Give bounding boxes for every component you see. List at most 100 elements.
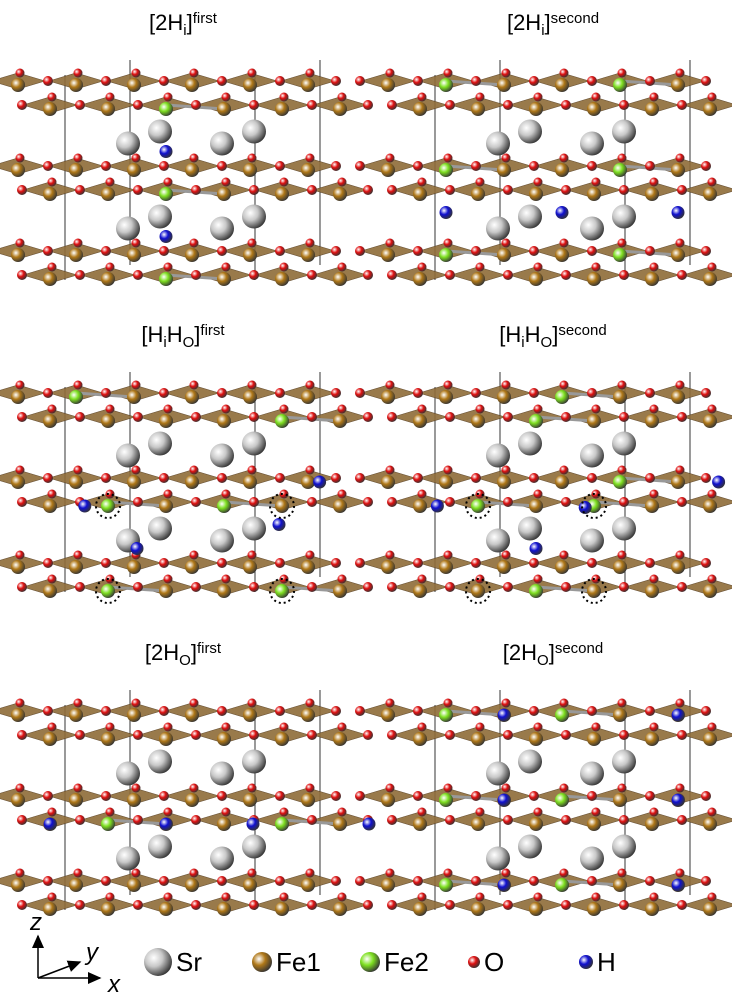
o-atom — [618, 699, 627, 708]
fe1-atom — [381, 248, 395, 262]
fe1-atom — [587, 272, 601, 286]
o-atom — [529, 246, 539, 256]
title-part: [H — [141, 322, 163, 347]
o-atom — [280, 893, 289, 902]
sr-atom — [210, 444, 234, 468]
o-atom — [164, 405, 173, 414]
o-atom — [418, 263, 427, 272]
fe1-atom — [127, 78, 141, 92]
fe1-atom — [381, 163, 395, 177]
title-part: [2H — [503, 640, 537, 665]
fe1-atom — [11, 560, 25, 574]
fe1-atom — [555, 248, 569, 262]
sr-atom — [518, 432, 542, 456]
o-atom — [561, 900, 571, 910]
o-atom — [159, 76, 169, 86]
o-atom — [650, 93, 659, 102]
fe2-atom — [159, 102, 173, 116]
o-atom — [222, 808, 231, 817]
o-atom — [650, 575, 659, 584]
fe1-atom — [613, 560, 627, 574]
o-atom — [561, 270, 571, 280]
fe1-atom — [185, 78, 199, 92]
o-atom — [619, 270, 629, 280]
o-atom — [17, 100, 27, 110]
o-atom — [106, 893, 115, 902]
fe2-atom — [555, 390, 569, 404]
title-part: O — [183, 334, 195, 351]
o-atom — [75, 270, 85, 280]
fe1-atom — [243, 390, 257, 404]
sr-atom — [210, 847, 234, 871]
fe1-atom — [11, 390, 25, 404]
o-atom — [159, 388, 169, 398]
o-atom — [275, 706, 285, 716]
fe1-atom — [555, 163, 569, 177]
o-atom — [592, 808, 601, 817]
fe1-atom — [645, 102, 659, 116]
fe1-atom — [587, 187, 601, 201]
o-atom — [249, 185, 259, 195]
o-atom — [101, 706, 111, 716]
o-atom — [534, 723, 543, 732]
o-atom — [560, 239, 569, 248]
o-atom — [502, 154, 511, 163]
o-atom — [164, 490, 173, 499]
fe1-atom — [252, 952, 272, 972]
legend-label: Sr — [176, 947, 202, 977]
o-atom — [133, 900, 143, 910]
o-atom — [445, 582, 455, 592]
fe1-atom — [301, 560, 315, 574]
o-atom — [387, 185, 397, 195]
o-atom — [48, 723, 57, 732]
o-atom — [701, 246, 711, 256]
o-atom — [413, 473, 423, 483]
o-atom — [708, 575, 717, 584]
o-atom — [159, 791, 169, 801]
o-atom — [386, 551, 395, 560]
fe1-atom — [381, 78, 395, 92]
fe1-atom — [101, 272, 115, 286]
o-atom — [645, 161, 655, 171]
o-atom — [307, 730, 317, 740]
o-atom — [592, 723, 601, 732]
o-atom — [363, 100, 373, 110]
o-atom — [331, 246, 341, 256]
o-atom — [561, 185, 571, 195]
o-atom — [190, 466, 199, 475]
o-atom — [306, 381, 315, 390]
h-atom — [672, 794, 685, 807]
fe1-atom — [497, 248, 511, 262]
fe1-atom — [127, 708, 141, 722]
fe1-atom — [497, 390, 511, 404]
o-atom — [222, 93, 231, 102]
fe1-atom — [555, 475, 569, 489]
o-atom — [355, 76, 365, 86]
o-atom — [280, 490, 289, 499]
o-atom — [701, 876, 711, 886]
fe1-atom — [301, 390, 315, 404]
title-part: first — [197, 640, 222, 657]
h-atom — [530, 542, 543, 555]
sr-atom — [148, 835, 172, 859]
o-atom — [418, 893, 427, 902]
o-atom — [387, 815, 397, 825]
o-atom — [48, 808, 57, 817]
o-atom — [701, 76, 711, 86]
fe2-atom — [555, 878, 569, 892]
fe1-atom — [301, 878, 315, 892]
o-atom — [445, 497, 455, 507]
o-atom — [587, 161, 597, 171]
fe1-atom — [217, 902, 231, 916]
fe1-atom — [159, 902, 173, 916]
o-atom — [363, 900, 373, 910]
sr-atom — [486, 529, 510, 553]
fe1-atom — [555, 560, 569, 574]
o-atom — [534, 405, 543, 414]
sr-atom — [242, 432, 266, 456]
o-atom — [217, 473, 227, 483]
o-atom — [676, 551, 685, 560]
o-atom — [17, 730, 27, 740]
fe1-atom — [275, 499, 289, 513]
o-atom — [355, 791, 365, 801]
